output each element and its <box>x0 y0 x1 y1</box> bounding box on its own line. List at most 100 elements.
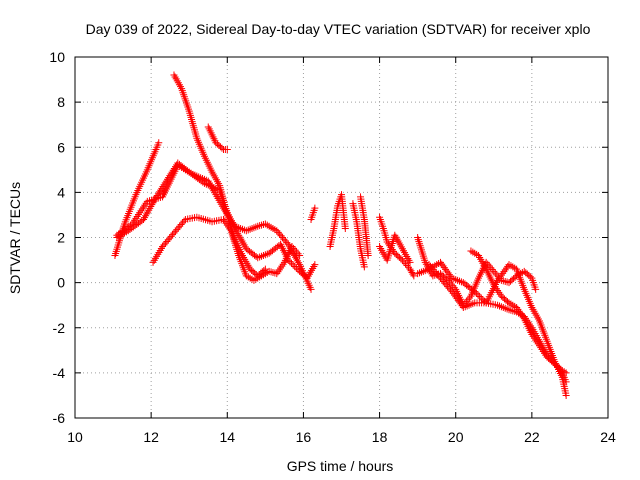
data-point <box>166 234 174 242</box>
data-point <box>126 221 134 229</box>
data-point <box>223 146 231 154</box>
data-point <box>526 273 534 281</box>
series-satellite-track-6 <box>204 123 231 154</box>
data-point <box>294 250 302 258</box>
data-point <box>274 228 282 236</box>
data-point <box>490 267 498 275</box>
x-tick-label: 22 <box>524 429 540 445</box>
data-point <box>278 234 286 241</box>
data-point <box>164 236 172 244</box>
data-point <box>286 258 294 266</box>
data-point <box>504 262 512 270</box>
series-satellite-track-9 <box>349 200 368 271</box>
y-tick-label: 6 <box>57 139 65 155</box>
data-point <box>277 232 285 240</box>
data-point <box>432 269 440 277</box>
data-point <box>169 231 177 239</box>
data-point <box>449 289 457 297</box>
x-tick-label: 14 <box>219 429 235 445</box>
data-point <box>291 263 299 271</box>
data-point <box>453 295 461 303</box>
series-satellite-track-7 <box>307 204 319 223</box>
y-axis-label: SDTVAR / TECUs <box>7 182 23 294</box>
data-point <box>171 227 179 235</box>
data-point <box>159 243 167 251</box>
x-tick-label: 12 <box>143 429 159 445</box>
data-point <box>444 283 452 291</box>
data-point <box>160 241 168 249</box>
grid-lines <box>75 57 608 418</box>
data-point <box>487 264 495 272</box>
data-point <box>311 261 319 269</box>
series-satellite-track-1 <box>111 139 163 260</box>
data-point <box>476 292 484 300</box>
data-point <box>436 258 444 266</box>
data-point <box>287 259 295 267</box>
data-point <box>408 268 416 276</box>
data-point <box>290 244 298 252</box>
data-point <box>499 269 507 277</box>
data-point <box>479 296 487 304</box>
data-point <box>176 222 184 230</box>
y-tick-label: 2 <box>57 230 65 246</box>
data-point <box>161 239 169 247</box>
data-point <box>438 260 446 268</box>
data-point <box>167 232 175 240</box>
data-point <box>494 276 502 284</box>
data-point <box>502 264 510 272</box>
data-marks <box>111 71 570 399</box>
data-point <box>442 281 450 289</box>
data-point <box>398 256 406 264</box>
data-point <box>435 272 443 280</box>
data-point <box>445 271 453 279</box>
data-point <box>452 293 460 301</box>
x-tick-label: 10 <box>67 429 83 445</box>
data-point <box>450 284 458 292</box>
data-point <box>174 224 182 232</box>
x-tick-label: 16 <box>296 429 312 445</box>
data-point <box>273 227 281 235</box>
data-point <box>501 266 509 274</box>
data-point <box>471 288 479 296</box>
data-point <box>491 269 499 277</box>
series-satellite-track-12 <box>376 231 414 266</box>
data-point <box>271 269 279 277</box>
x-tick-label: 20 <box>448 429 464 445</box>
data-point <box>438 276 446 284</box>
data-point <box>449 282 457 290</box>
data-point <box>180 217 188 225</box>
data-point <box>170 229 178 237</box>
data-point <box>439 277 447 285</box>
data-point <box>155 139 163 147</box>
y-tick-label: 0 <box>57 275 65 291</box>
data-point <box>469 286 477 294</box>
data-point <box>447 280 455 288</box>
data-point <box>464 296 472 304</box>
data-point <box>441 279 449 287</box>
x-tick-label: 18 <box>372 429 388 445</box>
data-point <box>474 291 482 299</box>
chart-title: Day 039 of 2022, Sidereal Day-to-day VTE… <box>86 21 591 37</box>
y-tick-label: 8 <box>57 94 65 110</box>
data-point <box>436 274 444 282</box>
data-point <box>360 263 368 271</box>
series-satellite-track-15 <box>414 258 570 399</box>
data-point <box>454 296 462 304</box>
series-satellite-track-4 <box>149 213 304 284</box>
data-point <box>410 272 418 280</box>
data-point <box>292 264 300 272</box>
data-point <box>158 184 166 192</box>
data-point <box>403 261 411 269</box>
data-point <box>448 288 456 296</box>
data-point <box>283 239 291 247</box>
series-satellite-track-16 <box>467 247 570 377</box>
data-point <box>445 284 453 292</box>
data-point <box>311 204 319 212</box>
data-point <box>296 252 304 260</box>
data-point <box>442 265 450 273</box>
data-point <box>307 285 315 293</box>
data-point <box>341 224 349 232</box>
data-point <box>281 237 289 245</box>
y-tick-label: -6 <box>53 410 66 426</box>
